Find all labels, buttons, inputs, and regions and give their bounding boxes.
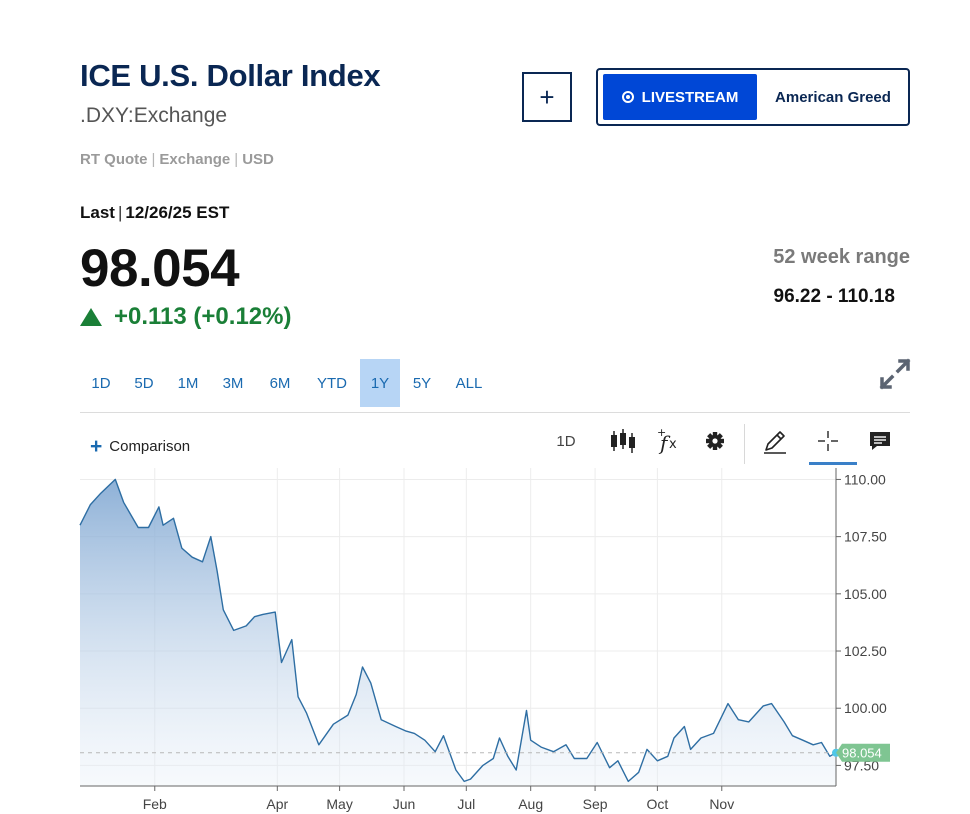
active-tool-indicator	[809, 462, 857, 465]
expand-icon[interactable]	[879, 358, 911, 390]
plus-icon: +	[90, 435, 103, 458]
x-tick-label: May	[326, 796, 352, 812]
series-area	[80, 479, 836, 786]
toolbar-separator	[744, 424, 745, 464]
tab-5d[interactable]: 5D	[134, 374, 154, 392]
pencil-icon[interactable]	[761, 426, 789, 456]
change-value: +0.113 (+0.12%)	[114, 303, 292, 330]
tab-3m[interactable]: 3M	[222, 374, 244, 392]
ticker-symbol: .DXY:Exchange	[80, 104, 228, 127]
quote-type: RT Quote	[80, 151, 148, 168]
range-value: 96.22 - 110.18	[773, 286, 896, 307]
livestream-panel	[596, 68, 910, 126]
x-tick-label: Jul	[457, 796, 475, 812]
live-dot-icon	[621, 91, 634, 103]
function-icon[interactable]: + f x	[655, 426, 683, 456]
up-arrow-icon	[80, 308, 102, 326]
interval-selector[interactable]: 1D	[556, 432, 576, 450]
tab-1m[interactable]: 1M	[177, 374, 199, 392]
separator: |	[151, 151, 156, 168]
separator: |	[117, 203, 123, 222]
svg-text:x: x	[669, 437, 677, 452]
comment-icon[interactable]	[868, 426, 892, 456]
last-value-label: 98.054	[842, 746, 882, 761]
x-tick-label: Sep	[583, 796, 608, 812]
x-ticks: Feb Apr May Jun Jul Aug Sep Oct Nov	[143, 786, 734, 812]
y-tick-label: 102.50	[844, 643, 887, 659]
price-change: +0.113 (+0.12%)	[80, 303, 291, 331]
last-trade-line: Last | 12/26/25 EST	[80, 203, 229, 223]
last-label: Last	[80, 203, 115, 222]
x-tick-label: Aug	[518, 796, 543, 812]
last-date: 12/26/25 EST	[125, 203, 230, 222]
tab-6m[interactable]: 6M	[269, 374, 291, 392]
candlestick-icon[interactable]	[608, 426, 638, 456]
svg-text:+: +	[657, 426, 666, 439]
quote-meta: RT Quote | Exchange | USD	[80, 151, 274, 168]
add-comparison-button[interactable]: + Comparison	[90, 436, 190, 457]
y-tick-label: 105.00	[844, 586, 887, 602]
x-tick-label: Apr	[266, 796, 288, 812]
x-tick-label: Oct	[646, 796, 668, 812]
quote-source: Exchange	[159, 151, 231, 168]
tab-5y[interactable]: 5Y	[412, 374, 432, 392]
tab-1d[interactable]: 1D	[91, 374, 111, 392]
tab-ytd[interactable]: YTD	[317, 374, 347, 392]
add-to-watchlist-button[interactable]: +	[522, 72, 572, 122]
y-tick-label: 110.00	[844, 471, 886, 487]
series-line	[79, 478, 837, 783]
y-tick-label: 107.50	[844, 529, 887, 545]
tabs-divider	[80, 412, 910, 413]
x-tick-label: Feb	[143, 796, 167, 812]
tab-all[interactable]: ALL	[455, 374, 483, 392]
tab-1y[interactable]: 1Y	[360, 359, 400, 407]
crosshair-icon[interactable]	[816, 426, 840, 456]
x-tick-label: Jun	[393, 796, 416, 812]
range-tabs: 1D 5D 1M 3M 6M YTD 1Y 5Y ALL	[80, 359, 494, 407]
range-label: 52 week range	[773, 246, 910, 268]
quote-currency: USD	[242, 151, 274, 168]
gear-icon[interactable]	[704, 426, 726, 456]
separator: |	[234, 151, 239, 168]
livestream-label: LIVESTREAM	[641, 88, 739, 106]
show-link[interactable]: American Greed	[775, 88, 891, 106]
last-value-tag	[836, 743, 890, 762]
livestream-button[interactable]: LIVESTREAM	[603, 74, 757, 120]
y-tick-label: 100.00	[844, 700, 887, 716]
page-title: ICE U.S. Dollar Index	[80, 58, 381, 93]
last-price: 98.054	[80, 239, 240, 298]
comparison-label: Comparison	[109, 438, 191, 455]
x-tick-label: Nov	[709, 796, 734, 812]
